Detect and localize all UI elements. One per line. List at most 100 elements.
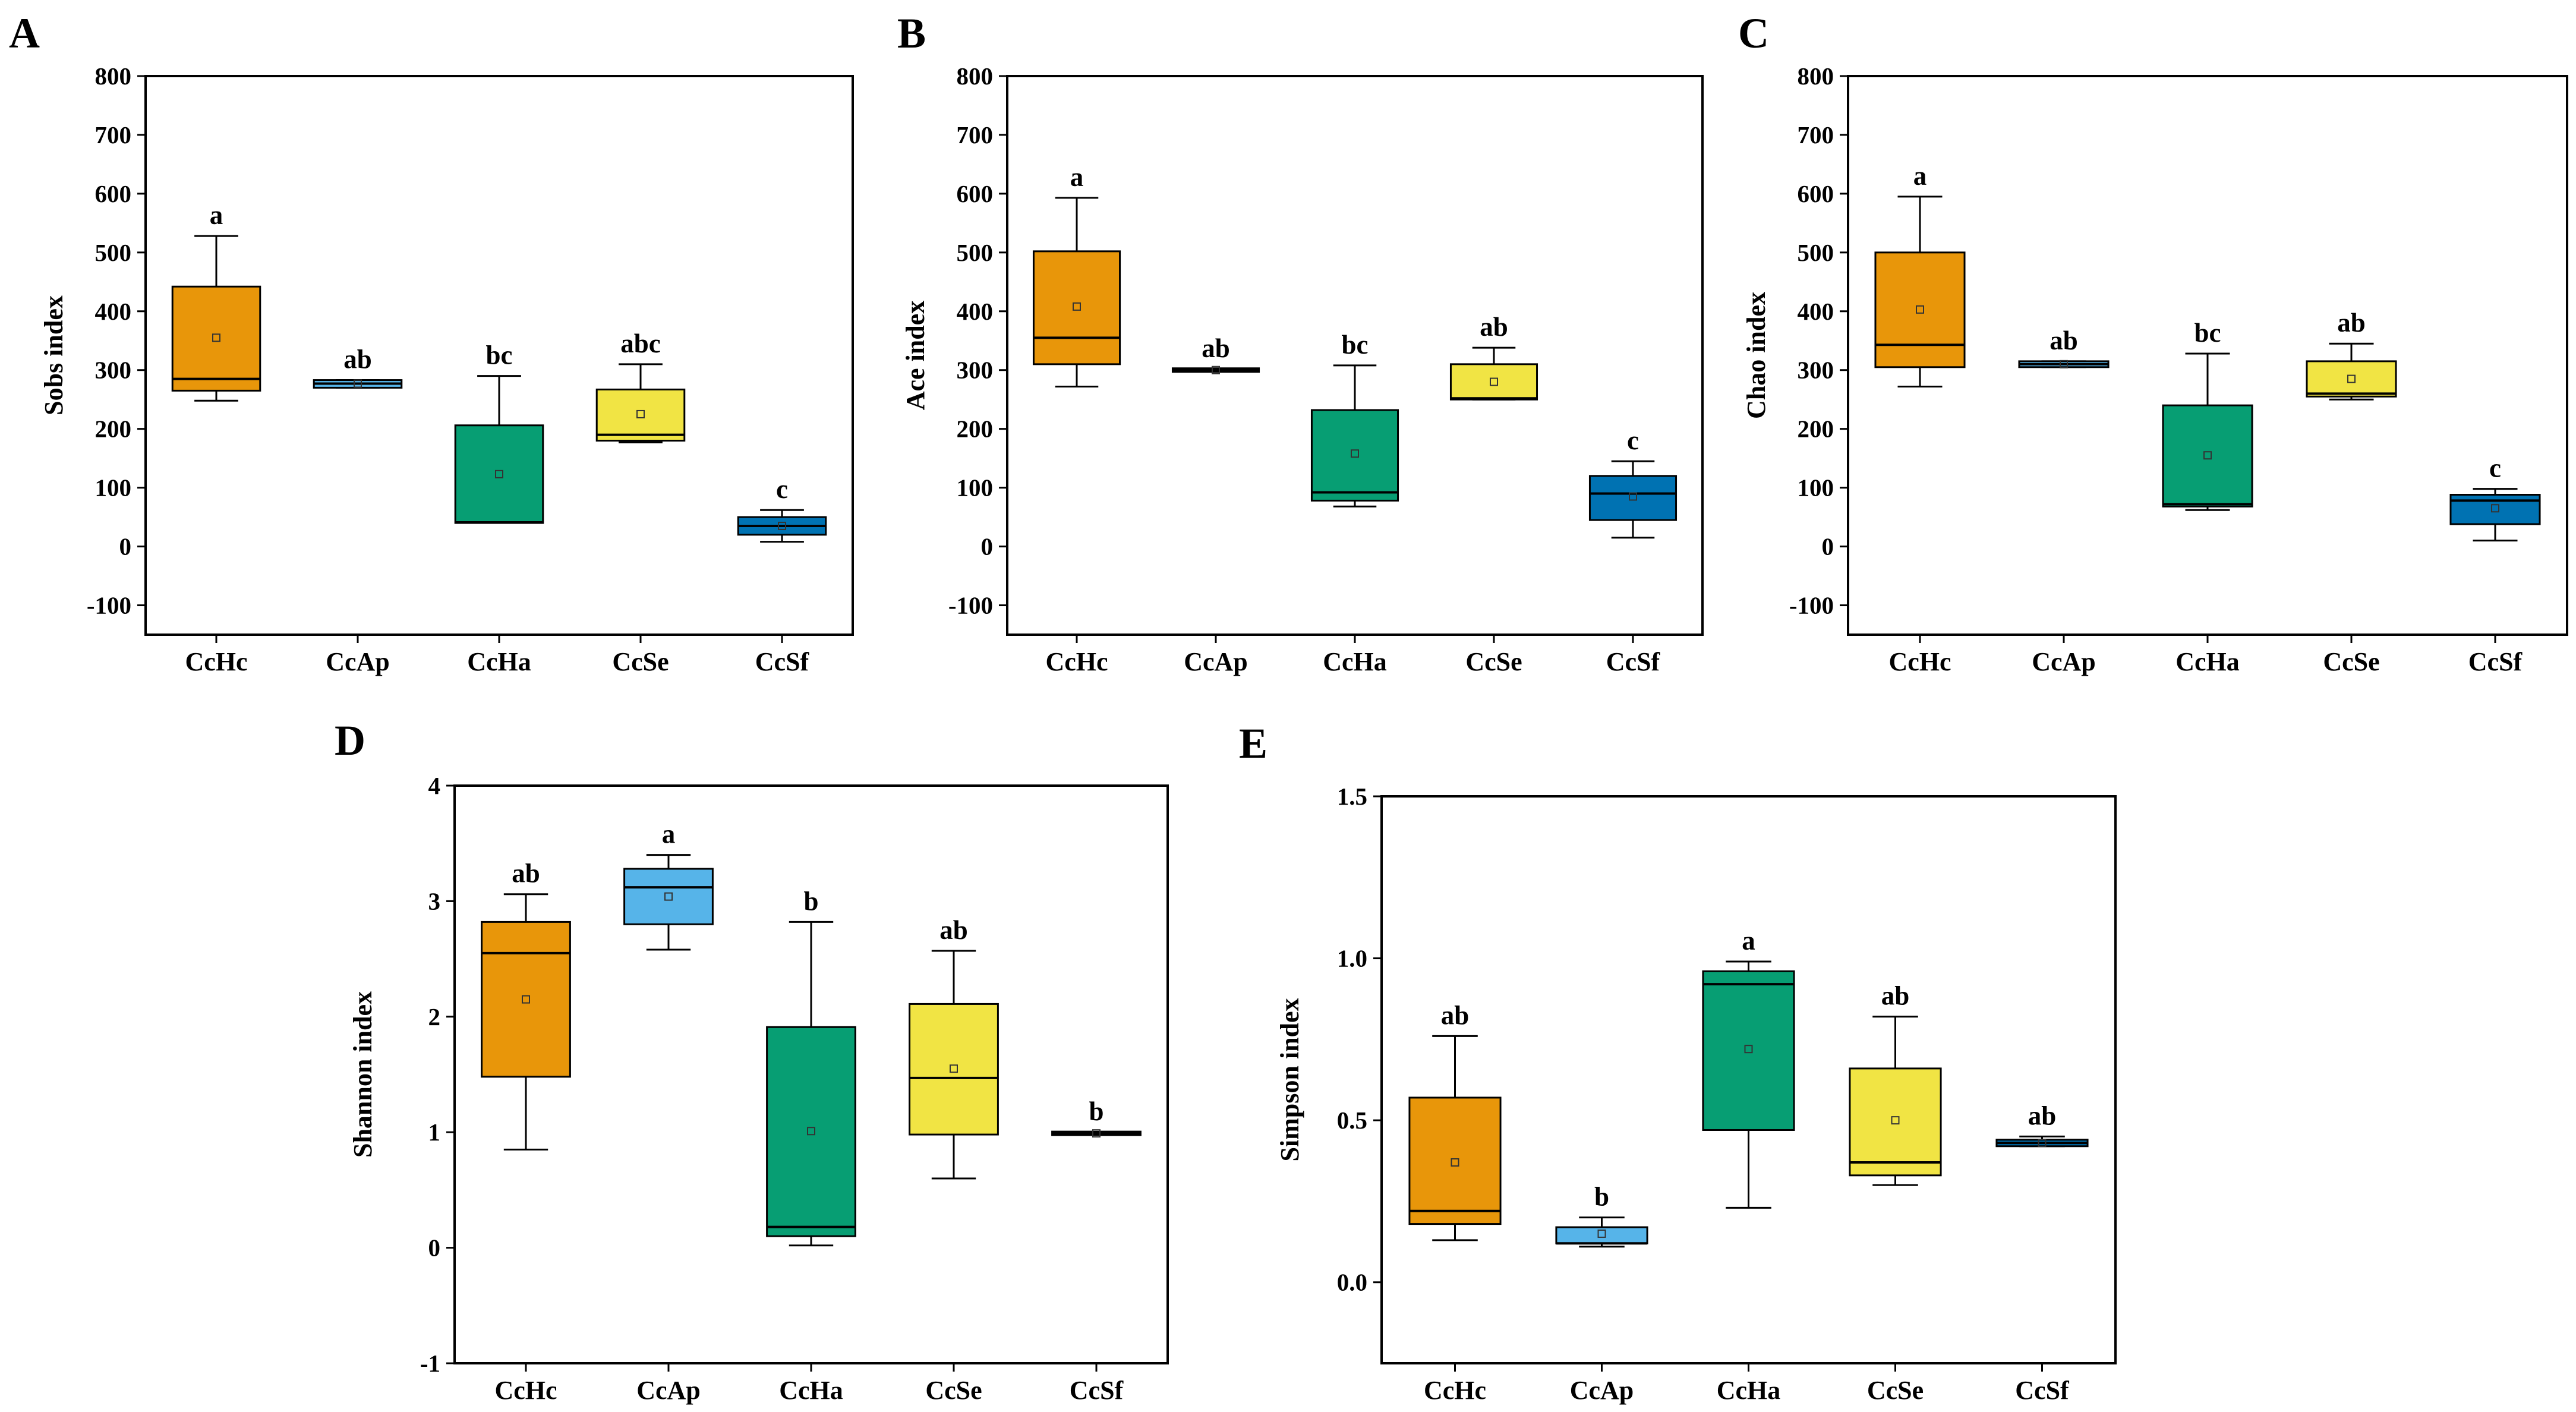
significance-label: a bbox=[1913, 161, 1927, 191]
box-body bbox=[909, 1003, 999, 1136]
plot-frame bbox=[144, 75, 854, 636]
mean-marker bbox=[2038, 1139, 2047, 1148]
box-ccap: a bbox=[623, 820, 714, 951]
significance-label: c bbox=[776, 474, 788, 504]
mean-marker bbox=[950, 1064, 958, 1073]
box-body bbox=[1874, 251, 1966, 368]
x-tick-label: CcHc bbox=[494, 1376, 557, 1405]
box-ccse: ab bbox=[909, 915, 999, 1180]
mean-marker bbox=[1073, 302, 1081, 311]
x-tick-label: CcHa bbox=[467, 647, 531, 676]
box-body bbox=[1310, 409, 1399, 502]
box-ccha: bc bbox=[1310, 330, 1399, 508]
y-tick-label: 400 bbox=[957, 298, 994, 325]
mean-marker bbox=[636, 409, 645, 418]
x-tick-label: CcSe bbox=[612, 647, 669, 676]
y-tick-label: 0.0 bbox=[1337, 1269, 1367, 1296]
y-axis-title: Sobs index bbox=[39, 295, 68, 415]
x-tick-label: CcHa bbox=[2175, 647, 2240, 676]
significance-label: c bbox=[1627, 426, 1639, 455]
y-tick-label: 700 bbox=[95, 121, 132, 149]
box-body bbox=[766, 1026, 856, 1237]
box-body bbox=[2306, 360, 2397, 398]
significance-label: b bbox=[1089, 1096, 1103, 1126]
box-ccsf: c bbox=[1588, 426, 1678, 539]
panel-d: D -1 0 1 2 3 4 Shannon index ab CcHc a CcAp b CcHa ab C… bbox=[335, 717, 1169, 1405]
significance-label: abc bbox=[620, 329, 661, 358]
mean-marker bbox=[522, 995, 530, 1004]
y-tick-label: 800 bbox=[957, 62, 994, 90]
y-tick-label: 0.5 bbox=[1337, 1107, 1367, 1134]
x-tick-label: CcSf bbox=[2468, 647, 2523, 676]
panel-a: A -100 0 100 200 300 400 500 600 700 800 Sobs index… bbox=[9, 10, 854, 676]
y-tick-label: 500 bbox=[957, 239, 994, 266]
box-body bbox=[454, 424, 544, 524]
x-tick-label: CcSe bbox=[2323, 647, 2379, 676]
plot-frame bbox=[453, 784, 1169, 1364]
y-tick-label: 3 bbox=[428, 887, 441, 915]
significance-label: ab bbox=[1202, 333, 1230, 363]
x-tick-label: CcAp bbox=[1184, 647, 1248, 676]
box-ccsf: b bbox=[1051, 1096, 1142, 1138]
y-tick-label: 200 bbox=[95, 415, 132, 443]
y-tick-label: 0 bbox=[119, 533, 132, 560]
plot-frame bbox=[1006, 75, 1704, 636]
box-body bbox=[1449, 363, 1538, 401]
y-axis-title: Chao index bbox=[1742, 292, 1771, 419]
x-tick-label: CcHc bbox=[1888, 647, 1951, 676]
y-tick-label: 4 bbox=[428, 772, 441, 799]
box-ccsf: ab bbox=[1995, 1101, 2089, 1148]
mean-marker bbox=[2203, 451, 2212, 460]
y-tick-label: 1.0 bbox=[1337, 945, 1367, 972]
y-tick-label: 500 bbox=[95, 239, 132, 266]
panel-b: B -100 0 100 200 300 400 500 600 700 800 Ace index a… bbox=[897, 10, 1704, 676]
box-body bbox=[1032, 250, 1121, 365]
plot-frame bbox=[1847, 75, 2568, 636]
y-tick-label: 600 bbox=[1798, 180, 1834, 207]
y-tick-label: 0 bbox=[1822, 533, 1834, 560]
panel-letter: C bbox=[1738, 10, 1769, 57]
mean-marker bbox=[2491, 504, 2499, 513]
significance-label: b bbox=[1594, 1182, 1609, 1212]
box-body bbox=[481, 921, 571, 1078]
significance-label: bc bbox=[2195, 318, 2221, 348]
significance-label: a bbox=[1742, 926, 1755, 956]
y-tick-label: 700 bbox=[957, 121, 994, 149]
y-tick-label: 1.5 bbox=[1337, 783, 1367, 810]
box-body bbox=[1702, 970, 1795, 1131]
y-tick-label: 0 bbox=[428, 1234, 441, 1262]
y-tick-label: 2 bbox=[428, 1003, 441, 1030]
box-body bbox=[595, 388, 686, 442]
panel-c: C -100 0 100 200 300 400 500 600 700 800 Chao index… bbox=[1738, 10, 2568, 676]
mean-marker bbox=[664, 892, 673, 901]
significance-label: ab bbox=[2028, 1101, 2057, 1130]
box-body bbox=[623, 868, 714, 925]
y-tick-label: -100 bbox=[87, 592, 131, 619]
box-ccap: ab bbox=[1171, 333, 1260, 374]
y-tick-label: -100 bbox=[1789, 592, 1834, 619]
mean-marker bbox=[2060, 360, 2068, 368]
y-tick-label: 400 bbox=[1798, 298, 1834, 325]
mean-marker bbox=[1629, 492, 1637, 501]
box-ccha: bc bbox=[2162, 318, 2253, 511]
y-tick-label: 200 bbox=[957, 415, 994, 443]
significance-label: a bbox=[1070, 162, 1084, 192]
y-axis-title: Simpson index bbox=[1275, 998, 1304, 1161]
panel-letter: E bbox=[1239, 720, 1267, 767]
y-tick-label: 600 bbox=[95, 180, 132, 207]
y-tick-label: 300 bbox=[957, 357, 994, 384]
significance-label: ab bbox=[939, 915, 968, 945]
box-body bbox=[171, 285, 261, 392]
box-ccap: b bbox=[1555, 1182, 1648, 1248]
box-ccse: ab bbox=[1849, 981, 1942, 1186]
mean-marker bbox=[1212, 365, 1220, 374]
y-axis-title: Shannon index bbox=[348, 991, 377, 1158]
y-axis-title: Ace index bbox=[901, 301, 930, 411]
panel-letter: A bbox=[9, 10, 40, 57]
mean-marker bbox=[1597, 1229, 1606, 1238]
significance-label: a bbox=[662, 820, 676, 849]
mean-marker bbox=[778, 521, 786, 530]
x-tick-label: CcSe bbox=[1465, 647, 1522, 676]
significance-label: ab bbox=[1881, 981, 1910, 1011]
box-cchc: ab bbox=[481, 859, 571, 1151]
